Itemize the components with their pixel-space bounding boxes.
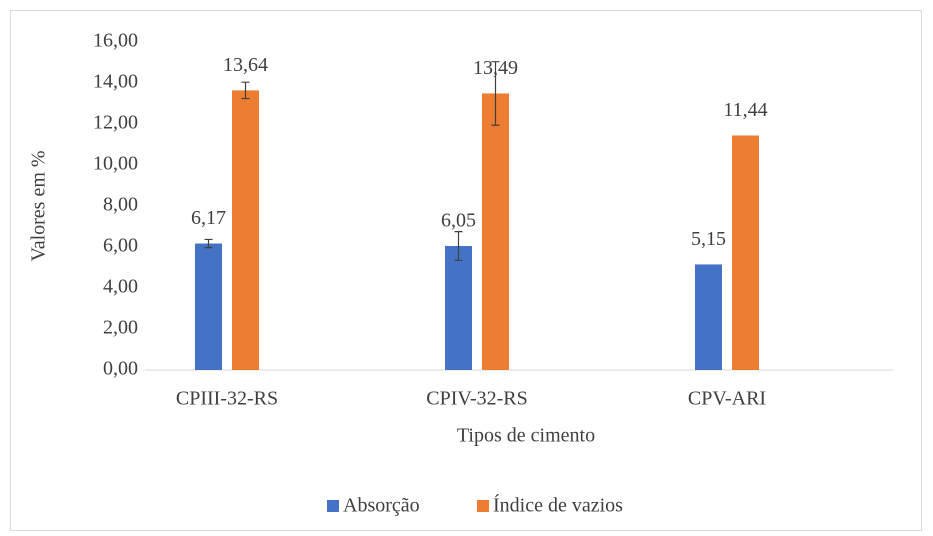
error-bar: [204, 238, 213, 249]
y-tick-label: 6,00: [103, 235, 138, 257]
error-bar: [241, 81, 250, 100]
value-label: 11,44: [723, 99, 767, 121]
x-tick-label: CPIV-32-RS: [426, 388, 528, 410]
y-tick-label: 2,00: [103, 317, 138, 339]
value-label: 5,15: [691, 228, 726, 250]
x-tick-label: CPIII-32-RS: [176, 388, 278, 410]
bar: [445, 245, 472, 370]
y-tick-label: 16,00: [93, 30, 138, 52]
y-tick-label: 0,00: [103, 358, 138, 380]
value-label: 13,64: [223, 54, 268, 76]
legend-label: Índice de vazios: [493, 494, 623, 517]
legend-swatch: [327, 500, 339, 512]
bar: [232, 90, 259, 370]
error-bar: [491, 61, 500, 126]
y-tick-label: 8,00: [103, 194, 138, 216]
bar: [695, 264, 722, 370]
y-tick-label: 12,00: [93, 112, 138, 134]
x-axis-label: Tipos de cimento: [457, 425, 595, 447]
bar: [732, 135, 759, 370]
bar: [195, 243, 222, 370]
legend-swatch: [477, 500, 489, 512]
y-tick-label: 14,00: [93, 71, 138, 93]
error-bar: [454, 231, 463, 261]
x-tick-label: CPV-ARI: [688, 388, 766, 410]
legend-label: Absorção: [343, 495, 420, 517]
bar: [482, 93, 509, 370]
y-axis-label: Valores em %: [28, 150, 50, 261]
value-label: 6,05: [441, 210, 476, 232]
value-label: 6,17: [191, 207, 226, 229]
y-tick-label: 4,00: [103, 276, 138, 298]
y-tick-label: 10,00: [93, 153, 138, 175]
